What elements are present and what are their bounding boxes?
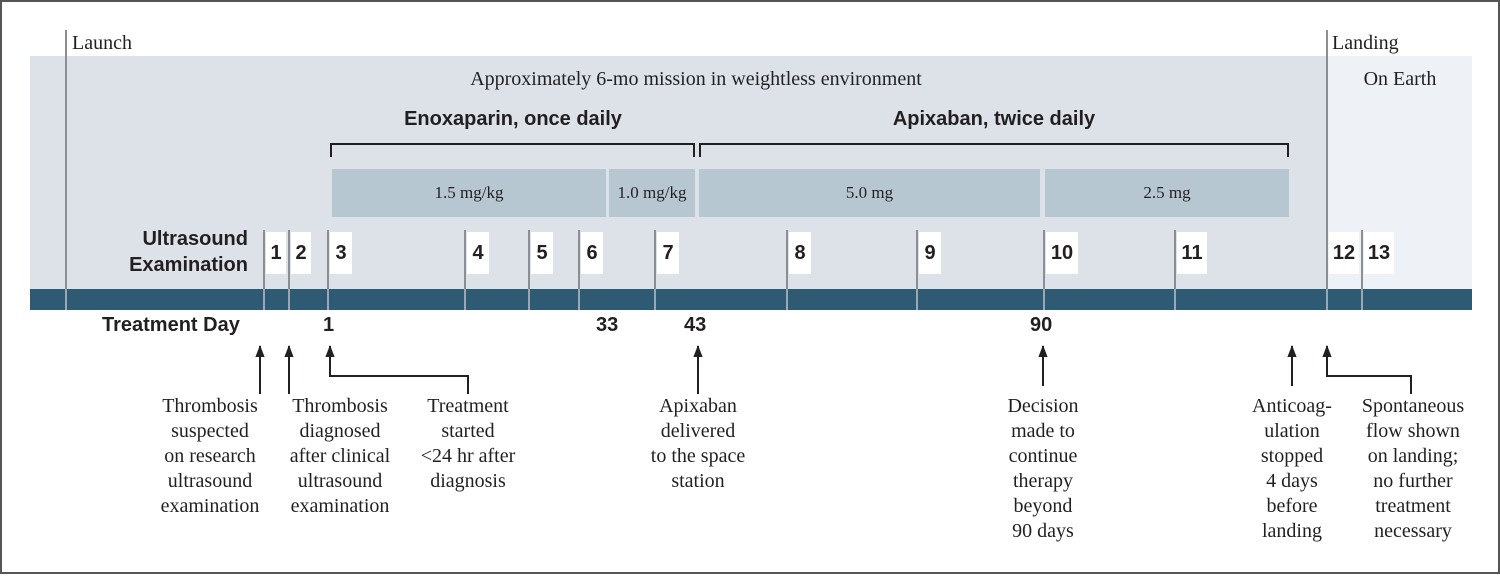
timeline-bar (30, 289, 1472, 310)
treatment-day-33: 33 (596, 314, 619, 336)
timeline-tick (327, 289, 329, 310)
timeline-tick (1043, 289, 1045, 310)
exam-number-11: 11 (1177, 232, 1207, 274)
event-spontaneous-flow: Spontaneous flow shown on landing; no fu… (1361, 395, 1465, 542)
treatment-day-1: 1 (323, 314, 335, 336)
timeline-tick (65, 289, 67, 310)
landing-label: Landing (1332, 32, 1399, 54)
event-decision-continue: Decision made to continue therapy beyond… (1007, 395, 1079, 542)
exam-tick (654, 230, 656, 310)
dose-bar-enoxaparin-1-0: 1.0 mg/kg (609, 169, 695, 217)
exam-number-1: 1 (266, 232, 286, 274)
launch-line (65, 30, 67, 310)
event-apixaban-delivered: Apixaban delivered to the space station (650, 395, 746, 492)
dose-bar-apixaban-2-5: 2.5 mg (1045, 169, 1289, 217)
timeline-tick (916, 289, 918, 310)
exam-number-4: 4 (467, 232, 489, 274)
exam-tick (578, 230, 580, 310)
timeline-tick (1174, 289, 1176, 310)
earth-label: On Earth (1363, 68, 1437, 90)
event-thrombosis-diagnosed: Thrombosis diagnosed after clinical ultr… (289, 395, 391, 517)
exam-number-6: 6 (581, 232, 603, 274)
dose-bar-apixaban-5-0: 5.0 mg (699, 169, 1040, 217)
exam-tick (263, 230, 265, 310)
timeline-tick (1361, 289, 1363, 310)
treatment-day-label: Treatment Day (102, 314, 240, 336)
exam-tick (1174, 230, 1176, 310)
exam-tick (786, 230, 788, 310)
arrow-treatment-started (330, 346, 469, 394)
treatment-day-43: 43 (684, 314, 707, 336)
event-thrombosis-suspected: Thrombosis suspected on research ultraso… (160, 395, 260, 517)
timeline-tick (528, 289, 530, 310)
exam-number-2: 2 (291, 232, 311, 274)
dose-bar-enoxaparin-1-5: 1.5 mg/kg (332, 169, 606, 217)
exam-tick (1361, 230, 1363, 310)
exam-number-7: 7 (657, 232, 679, 274)
treatment-day-90: 90 (1030, 314, 1053, 336)
exam-tick (327, 230, 329, 310)
timeline-tick (464, 289, 466, 310)
timeline-tick (263, 289, 265, 310)
event-anticoagulation-stopped: Anticoag- ulation stopped 4 days before … (1252, 395, 1332, 542)
exam-number-10: 10 (1046, 232, 1078, 274)
exam-number-3: 3 (330, 232, 352, 274)
exam-tick (464, 230, 466, 310)
exam-number-9: 9 (919, 232, 941, 274)
landing-line (1326, 30, 1328, 310)
exam-number-8: 8 (789, 232, 811, 274)
timeline-tick (654, 289, 656, 310)
ultrasound-label: Ultrasound Examination (129, 228, 248, 276)
exam-tick (1043, 230, 1045, 310)
arrow-spontaneous-flow (1327, 346, 1412, 394)
timeline-tick (786, 289, 788, 310)
timeline-tick (578, 289, 580, 310)
enoxaparin-label: Enoxaparin, once daily (404, 108, 622, 130)
launch-label: Launch (72, 32, 132, 54)
event-treatment-started: Treatment started <24 hr after diagnosis (420, 395, 516, 492)
exam-tick (288, 230, 290, 310)
exam-number-13: 13 (1364, 232, 1394, 274)
timeline-tick (288, 289, 290, 310)
exam-tick (916, 230, 918, 310)
apixaban-bracket (699, 143, 1289, 157)
apixaban-label: Apixaban, twice daily (892, 108, 1096, 130)
enoxaparin-bracket (330, 143, 695, 157)
timeline-tick (1326, 289, 1328, 310)
exam-number-5: 5 (531, 232, 553, 274)
exam-number-12: 12 (1329, 232, 1359, 274)
mission-label: Approximately 6-mo mission in weightless… (470, 68, 922, 90)
exam-tick (528, 230, 530, 310)
